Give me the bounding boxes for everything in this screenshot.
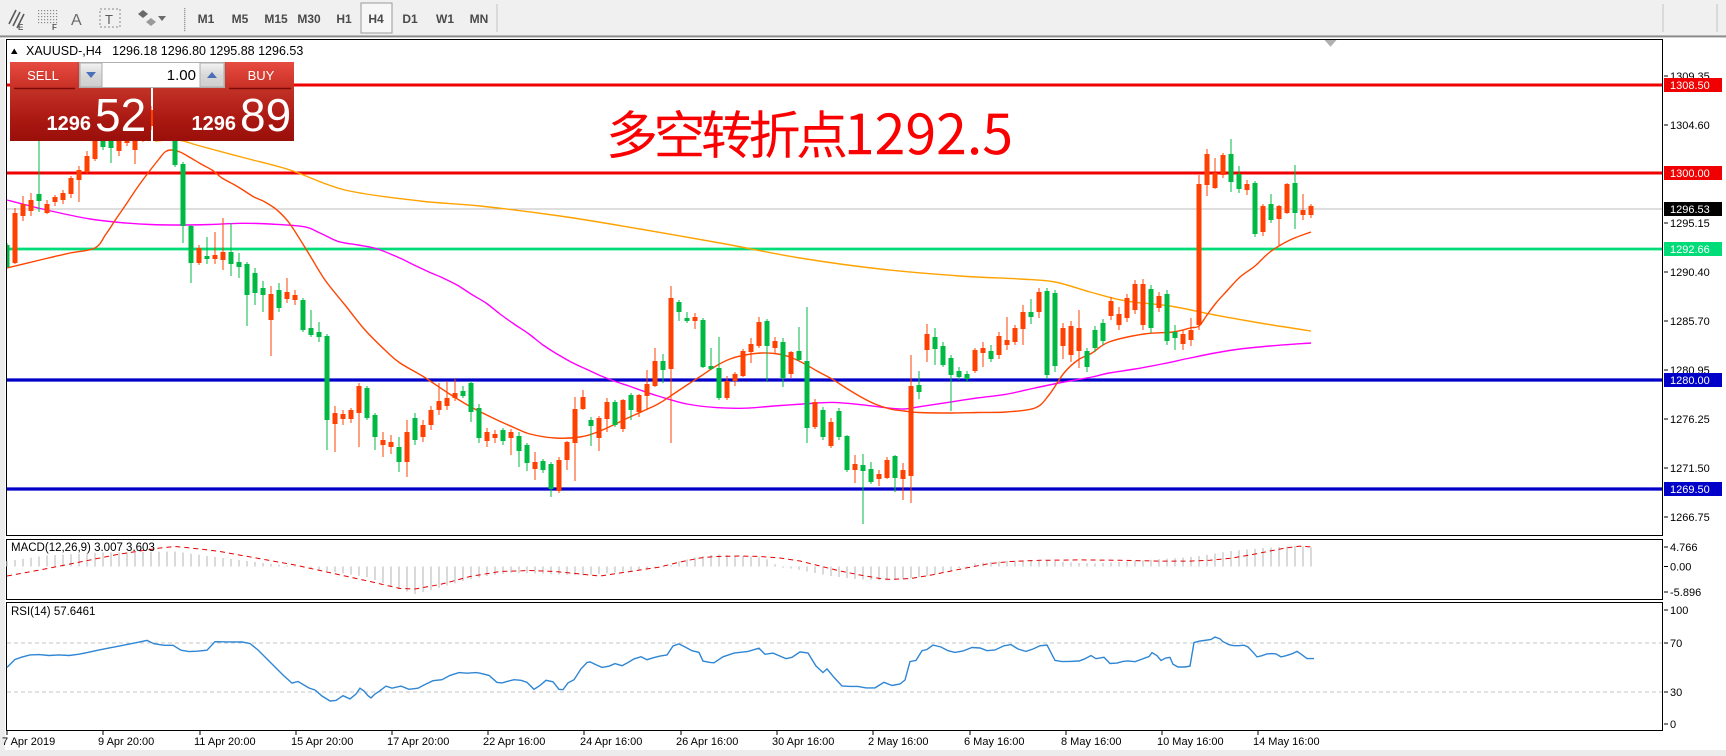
- svg-text:1285.70: 1285.70: [1670, 316, 1710, 328]
- svg-text:RSI(14) 57.6461: RSI(14) 57.6461: [11, 606, 95, 618]
- svg-text:M5: M5: [232, 12, 249, 26]
- svg-text:1280.00: 1280.00: [1670, 375, 1710, 387]
- svg-text:MACD(12,26,9) 3.007 3.603: MACD(12,26,9) 3.007 3.603: [11, 542, 155, 554]
- svg-text:100: 100: [1670, 605, 1688, 617]
- svg-text:1296: 1296: [47, 113, 92, 135]
- svg-text:15 Apr 20:00: 15 Apr 20:00: [291, 736, 353, 748]
- svg-text:1304.60: 1304.60: [1670, 120, 1710, 132]
- svg-text:T: T: [105, 12, 113, 27]
- svg-text:30: 30: [1670, 687, 1682, 699]
- svg-text:1300.00: 1300.00: [1670, 168, 1710, 180]
- svg-text:1308.50: 1308.50: [1670, 80, 1710, 92]
- svg-text:1.00: 1.00: [167, 67, 196, 84]
- svg-text:17 Apr 20:00: 17 Apr 20:00: [387, 736, 449, 748]
- svg-text:1296: 1296: [192, 113, 237, 135]
- svg-text:8 May 16:00: 8 May 16:00: [1061, 736, 1122, 748]
- svg-text:1290.40: 1290.40: [1670, 267, 1710, 279]
- svg-text:24 Apr 16:00: 24 Apr 16:00: [580, 736, 642, 748]
- svg-text:H1: H1: [336, 12, 352, 26]
- svg-text:E: E: [18, 23, 24, 32]
- svg-text:SELL: SELL: [27, 68, 59, 83]
- svg-text:0: 0: [1670, 719, 1676, 731]
- svg-text:D1: D1: [402, 12, 418, 26]
- svg-text:0.00: 0.00: [1670, 562, 1691, 574]
- svg-text:F: F: [52, 23, 57, 32]
- svg-text:1296.53: 1296.53: [1670, 204, 1710, 216]
- svg-text:89: 89: [240, 89, 291, 141]
- svg-text:30 Apr 16:00: 30 Apr 16:00: [772, 736, 834, 748]
- svg-text:1269.50: 1269.50: [1670, 484, 1710, 496]
- svg-text:M30: M30: [297, 12, 321, 26]
- svg-text:14 May 16:00: 14 May 16:00: [1253, 736, 1320, 748]
- svg-text:22 Apr 16:00: 22 Apr 16:00: [483, 736, 545, 748]
- svg-text:H4: H4: [368, 12, 384, 26]
- svg-text:9 Apr 20:00: 9 Apr 20:00: [98, 736, 154, 748]
- svg-text:1266.75: 1266.75: [1670, 512, 1710, 524]
- svg-text:1276.25: 1276.25: [1670, 414, 1710, 426]
- svg-text:10 May 16:00: 10 May 16:00: [1157, 736, 1224, 748]
- svg-text:1295.15: 1295.15: [1670, 218, 1710, 230]
- svg-text:XAUUSD-,H4 1296.18 1296.80 1: XAUUSD-,H4 1296.18 1296.80 1295.88 1296.…: [26, 44, 303, 58]
- svg-text:MN: MN: [470, 12, 489, 26]
- svg-text:BUY: BUY: [248, 68, 275, 83]
- svg-text:2 May 16:00: 2 May 16:00: [868, 736, 929, 748]
- svg-text:52: 52: [95, 89, 146, 141]
- svg-text:7 Apr 2019: 7 Apr 2019: [2, 736, 55, 748]
- svg-text:26 Apr 16:00: 26 Apr 16:00: [676, 736, 738, 748]
- svg-text:W1: W1: [436, 12, 454, 26]
- svg-text:11 Apr 20:00: 11 Apr 20:00: [194, 736, 256, 748]
- svg-text:-5.896: -5.896: [1670, 587, 1701, 599]
- svg-text:A: A: [71, 12, 82, 29]
- svg-text:4.766: 4.766: [1670, 542, 1698, 554]
- svg-text:M1: M1: [198, 12, 215, 26]
- svg-text:70: 70: [1670, 638, 1682, 650]
- svg-text:6 May 16:00: 6 May 16:00: [964, 736, 1025, 748]
- svg-text:1271.50: 1271.50: [1670, 463, 1710, 475]
- svg-text:M15: M15: [264, 12, 288, 26]
- svg-text:1292.66: 1292.66: [1670, 244, 1710, 256]
